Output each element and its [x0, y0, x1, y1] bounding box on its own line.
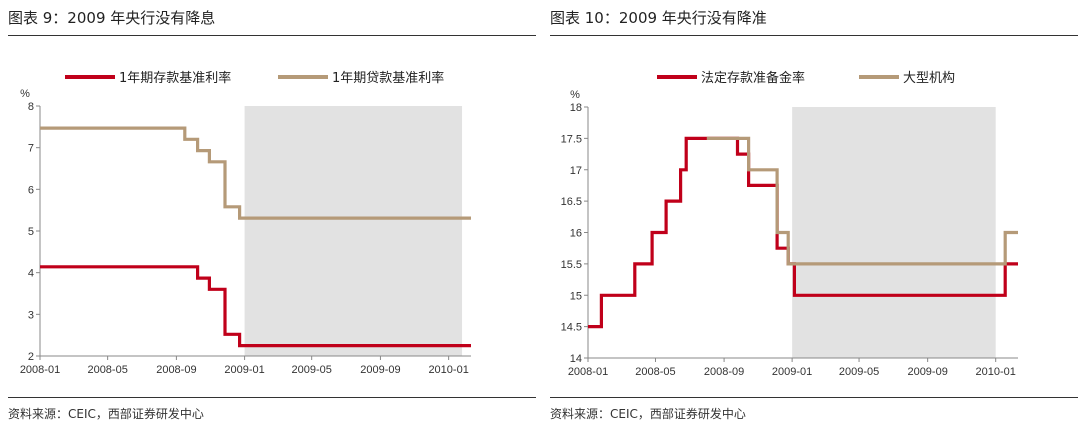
- chart-panel-rate: 图表 9：2009 年央行没有降息 2 3 4 5 6 7 8% 2008-01 2008-05…: [8, 0, 536, 431]
- y-tick-label: 2: [28, 351, 34, 363]
- x-tick-label: 2008-09: [156, 364, 196, 376]
- y-tick-label: 6: [28, 184, 34, 196]
- source-note: 资料来源：CEIC，西部证券研发中心: [550, 407, 746, 421]
- y-tick-label: 17: [570, 165, 582, 177]
- x-tick-label: 2008-05: [87, 364, 127, 376]
- chart-plot: 14 14.5 15 15.5 16 16.5 17 17.5 18% 2008-01 2008-0…: [561, 70, 1018, 378]
- y-tick-label: 16.5: [561, 196, 582, 208]
- legend-label-2: 1年期贷款基准利率: [332, 70, 444, 86]
- y-tick-label: 8: [28, 101, 34, 113]
- x-tick-label: 2008-09: [704, 366, 744, 378]
- chart-panel-rrr: 图表 10：2009 年央行没有降准 14 14.5 15 15.5 16 16.5 17 1…: [550, 0, 1078, 431]
- series-line-1: [40, 265, 471, 348]
- shaded-period: [244, 106, 463, 356]
- legend-label-1: 1年期存款基准利率: [119, 70, 231, 86]
- bottom-rule: [8, 397, 536, 398]
- y-tick-label: 14: [570, 353, 582, 365]
- y-unit-label: %: [20, 88, 30, 100]
- source-note: 资料来源：CEIC，西部证券研发中心: [8, 407, 204, 421]
- top-rule: [8, 35, 536, 36]
- y-tick-label: 5: [28, 226, 34, 238]
- series-line-2: [40, 126, 471, 220]
- x-tick-label: 2009-01: [224, 364, 264, 376]
- chart-title: 图表 10：2009 年央行没有降准: [550, 9, 767, 27]
- y-tick-label: 17.5: [561, 133, 582, 145]
- y-unit-label: %: [570, 89, 580, 101]
- x-tick-label: 2009-05: [291, 364, 331, 376]
- series-line-2: [706, 136, 1018, 266]
- y-tick-label: 15: [570, 290, 582, 302]
- y-tick-label: 7: [28, 143, 34, 155]
- x-tick-label: 2009-01: [772, 366, 812, 378]
- x-tick-label: 2008-05: [635, 366, 675, 378]
- shaded-period: [792, 107, 996, 358]
- top-rule: [550, 35, 1078, 36]
- x-tick-label: 2009-05: [839, 366, 879, 378]
- legend-label-1: 法定存款准备金率: [701, 70, 805, 86]
- x-tick-label: 2008-01: [568, 366, 608, 378]
- x-tick-label: 2010-01: [976, 366, 1016, 378]
- x-tick-label: 2008-01: [20, 364, 60, 376]
- x-tick-label: 2009-09: [907, 366, 947, 378]
- chart-title: 图表 9：2009 年央行没有降息: [8, 9, 216, 27]
- y-tick-label: 4: [28, 268, 34, 280]
- legend-label-2: 大型机构: [903, 71, 955, 86]
- y-tick-label: 3: [28, 309, 34, 321]
- y-tick-label: 15.5: [561, 259, 582, 271]
- y-tick-label: 16: [570, 228, 582, 240]
- x-tick-label: 2010-01: [428, 364, 468, 376]
- bottom-rule: [550, 397, 1078, 398]
- chart-plot: 2 3 4 5 6 7 8% 2008-01 2008-05 2008-09 2009-01 2009…: [20, 70, 471, 376]
- y-tick-label: 14.5: [561, 322, 582, 334]
- y-tick-label: 18: [570, 102, 582, 114]
- x-tick-label: 2009-09: [360, 364, 400, 376]
